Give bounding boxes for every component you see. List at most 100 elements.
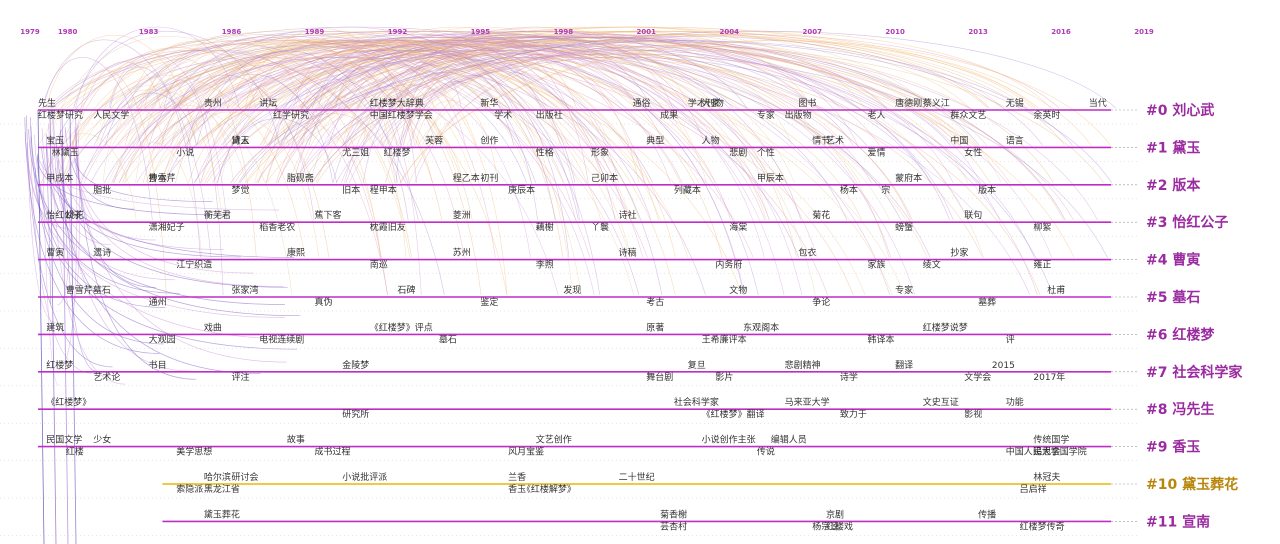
cluster-term: 故事 <box>287 434 305 446</box>
cluster-term: 海棠 <box>729 221 747 233</box>
arc-link <box>254 122 382 258</box>
cluster-term: 兰香 <box>508 471 526 483</box>
arc-link <box>241 26 1033 109</box>
cluster-label: #7 社会科学家 <box>1146 364 1243 381</box>
arc-link <box>26 142 285 318</box>
cluster-term: 黑龙江省 <box>204 483 240 495</box>
arc-link <box>363 67 434 146</box>
cluster-labels: #0 刘心武 #1 黛玉 #2 版本 #3 怡红公子 #4 曹寅 #5 墓石 #6 红楼梦 #… <box>1146 102 1243 530</box>
arc-link <box>221 30 814 146</box>
cluster-label: #2 版本 <box>1146 177 1201 194</box>
cluster-term: 哈尔滨 <box>204 471 231 483</box>
arc-link <box>230 30 815 146</box>
cluster-term: 红楼戏 <box>826 520 853 532</box>
cluster-term: 典型 <box>646 134 664 146</box>
arc-link <box>66 41 854 296</box>
cluster-term: 柳絮 <box>1033 221 1051 233</box>
arc-link <box>45 133 52 305</box>
cluster-term: 王希廉评本 <box>702 333 747 345</box>
year-tick-label: 1983 <box>139 28 159 36</box>
cluster-label: #4 曹寅 <box>1146 252 1200 269</box>
cluster-term: 曹雪芹 <box>149 172 176 184</box>
cluster-term: 初刊 <box>480 172 498 184</box>
arc-link <box>57 131 71 306</box>
cluster-term: 2017年 <box>1033 371 1065 383</box>
cluster-term: 蕉下客 <box>315 209 342 221</box>
arc-link <box>110 66 201 258</box>
arc-link <box>135 40 683 183</box>
arc-link <box>403 40 640 183</box>
cluster-term: 宝玉 <box>46 134 64 146</box>
arc-link <box>64 127 134 210</box>
arc-link <box>337 41 745 296</box>
cluster-term: 电视连续剧 <box>259 333 304 345</box>
cluster-term: 宗 <box>881 184 890 196</box>
cluster-term: 女性 <box>964 146 982 158</box>
arc-link <box>105 92 197 146</box>
arc-link <box>104 34 734 183</box>
year-tick-label: 1979 <box>20 28 40 36</box>
arc-link <box>415 100 498 183</box>
arc-link <box>318 63 422 296</box>
cluster-term: 传说 <box>757 446 775 458</box>
arc-link <box>280 49 663 296</box>
cluster-term: 中国人民大学国学院 <box>1006 446 1087 458</box>
arc-link <box>113 104 293 296</box>
cluster-term: 尤三姐 <box>342 146 369 158</box>
cluster-term: 爱情 <box>868 146 886 158</box>
cluster-term: 菱洲 <box>453 209 471 221</box>
cluster-term: 吕启祥 <box>1020 483 1047 495</box>
cluster-term: 红楼梦 <box>46 359 73 371</box>
cluster-term: 红楼梦传奇 <box>1020 520 1065 532</box>
cluster-label: #3 怡红公子 <box>1146 214 1228 231</box>
cluster-term: 诗人 <box>232 135 250 146</box>
cluster-term: 杨宗逵 <box>812 520 839 532</box>
arc-link <box>127 30 825 146</box>
cluster-term: 己卯本 <box>591 172 618 184</box>
spine-line <box>37 109 45 544</box>
cluster-label: #1 黛玉 <box>1146 139 1200 156</box>
year-tick-label: 1992 <box>388 28 408 36</box>
cluster-label: #10 黛玉葬花 <box>1146 476 1238 493</box>
arc-link <box>176 26 514 109</box>
arc-link <box>402 64 580 221</box>
cluster-term: 程甲本 <box>370 184 397 196</box>
arc-link <box>30 125 180 294</box>
cluster-term: 复旦 <box>688 359 706 371</box>
cluster-term: 张家湾 <box>232 284 259 296</box>
cluster-term: 大家 <box>702 97 720 109</box>
cluster-term: 江宁织造 <box>176 259 212 271</box>
arc-link <box>388 37 950 221</box>
cluster-term: 红楼梦 <box>384 146 411 158</box>
cluster-term: 余英时 <box>1033 109 1060 121</box>
arc-link <box>218 37 766 221</box>
cluster-term: 杨本 <box>840 184 858 196</box>
cluster-term: 旧本 <box>342 184 360 196</box>
cluster-term: 甲辰本 <box>757 172 784 184</box>
cluster-term: 评 <box>1006 334 1015 345</box>
cluster-term: 脂批 <box>93 184 111 196</box>
cluster-term: 中国红楼梦学会 <box>370 109 433 121</box>
cluster-term: 艺术论 <box>93 371 120 383</box>
arc-link <box>385 71 619 183</box>
arc-link <box>222 41 676 296</box>
cluster-term: 枕霞旧友 <box>370 221 406 233</box>
cluster-term: 潇湘妃子 <box>149 221 185 233</box>
cluster-term: 红楼梦说梦 <box>923 321 968 333</box>
cluster-term: 当代 <box>1089 97 1107 109</box>
arc-link <box>150 41 595 296</box>
cluster-term: 红楼 <box>66 446 84 458</box>
cluster-term: 螃蟹 <box>895 221 913 233</box>
arc-link <box>417 40 1002 183</box>
cluster-term: 绫文 <box>923 259 941 271</box>
cluster-term: 《红楼解梦》 <box>522 483 576 495</box>
arc-link <box>345 30 1065 146</box>
cluster-term: 专家 <box>895 284 913 296</box>
cluster-term: 包衣 <box>798 247 816 259</box>
arc-link <box>189 62 381 258</box>
cluster-term: 民国文学 <box>46 434 82 446</box>
arc-link <box>395 50 816 296</box>
cluster-term: 黛玉 <box>232 134 250 146</box>
cluster-term: 创作 <box>480 134 498 146</box>
